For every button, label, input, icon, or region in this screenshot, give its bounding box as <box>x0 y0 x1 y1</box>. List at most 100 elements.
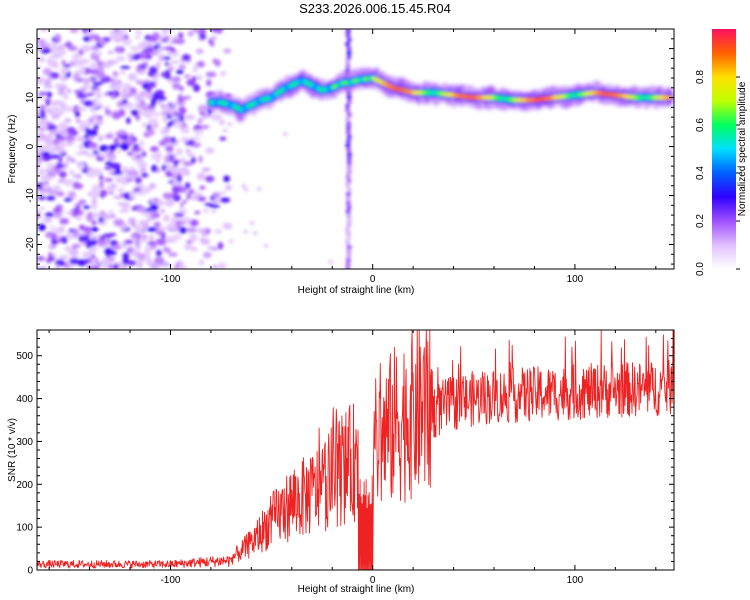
bottom-y-tick-label: 0 <box>27 566 33 577</box>
noise-blob <box>156 238 167 245</box>
noise-blob <box>138 220 148 225</box>
noise-blob <box>218 242 224 250</box>
streak-blob <box>345 227 350 231</box>
noise-blob <box>40 124 47 129</box>
streak-blob <box>346 258 351 262</box>
noise-blob <box>163 57 171 60</box>
noise-blob <box>179 227 187 234</box>
noise-blob <box>75 111 80 118</box>
noise-blob <box>179 86 183 92</box>
noise-blob <box>183 200 187 203</box>
noise-blob <box>38 57 45 63</box>
spectrogram-panel: -100 0 100-20-1001020 Height of straight l… <box>7 26 674 296</box>
noise-blob <box>98 135 103 142</box>
noise-blob <box>188 153 195 157</box>
noise-blob <box>72 244 82 247</box>
noise-blob <box>221 191 226 195</box>
noise-blob <box>135 184 145 188</box>
noise-blob <box>57 44 66 49</box>
noise-blob <box>208 246 217 249</box>
bottom-y-tick-label: 100 <box>16 523 33 534</box>
noise-blob <box>180 202 184 208</box>
noise-blob <box>49 107 60 115</box>
noise-blob <box>45 142 51 146</box>
noise-blob <box>99 217 104 223</box>
noise-blob <box>167 200 173 204</box>
noise-blob <box>78 235 86 242</box>
noise-blob <box>219 119 225 125</box>
noise-blob <box>127 53 134 57</box>
noise-blob <box>53 185 61 191</box>
noise-blob <box>173 234 178 241</box>
noise-blob <box>203 208 208 213</box>
noise-blob <box>46 257 51 263</box>
noise-blob <box>112 71 118 76</box>
noise-blob <box>78 199 86 204</box>
noise-blob <box>39 177 46 181</box>
noise-blob <box>196 48 204 54</box>
noise-blob <box>120 66 130 69</box>
colorbar-tick-label: 0.0 <box>695 262 706 276</box>
noise-blob <box>126 117 130 124</box>
noise-blob <box>220 71 226 77</box>
streak-blob <box>347 99 352 103</box>
streak-blob <box>347 218 352 222</box>
streak-blob <box>345 64 350 68</box>
noise-blob <box>135 36 141 39</box>
noise-blob <box>148 36 158 42</box>
noise-blob <box>99 241 103 246</box>
noise-blob <box>70 27 79 33</box>
noise-blob <box>156 100 163 104</box>
streak-blob <box>346 209 351 213</box>
noise-blob <box>91 258 95 266</box>
noise-blob <box>61 124 65 131</box>
streak-blob <box>346 249 351 253</box>
noise-blob <box>145 86 151 92</box>
streak-blob <box>346 214 351 218</box>
noise-blob <box>211 209 216 213</box>
noise-scatter <box>32 26 333 272</box>
noise-blob <box>175 221 185 225</box>
noise-blob <box>108 91 112 95</box>
noise-blob <box>121 224 127 230</box>
noise-blob <box>89 192 100 198</box>
noise-blob <box>98 154 107 158</box>
noise-blob <box>73 183 84 189</box>
noise-blob <box>179 114 184 121</box>
bottom-x-tick-label: 100 <box>567 575 584 586</box>
noise-blob <box>38 92 49 95</box>
noise-blob <box>200 34 206 39</box>
streak-blob <box>345 262 350 266</box>
top-x-tick-label: -100 <box>160 274 180 285</box>
top-x-tick-label: 100 <box>567 274 584 285</box>
noise-blob <box>118 130 126 135</box>
noise-blob <box>194 64 198 68</box>
streak-blob <box>346 126 351 130</box>
noise-blob <box>159 264 170 268</box>
streak-blob <box>345 117 350 121</box>
noise-blob <box>176 148 183 155</box>
noise-blob <box>197 197 206 202</box>
noise-blob <box>69 169 73 175</box>
noise-blob <box>118 188 125 193</box>
noise-blob <box>141 237 148 242</box>
noise-blob <box>70 249 78 254</box>
noise-blob <box>165 105 171 110</box>
noise-blob <box>223 223 233 230</box>
noise-blob <box>48 57 53 64</box>
noise-blob <box>136 259 145 263</box>
streak-blob <box>345 60 350 64</box>
noise-blob <box>134 93 142 99</box>
noise-blob <box>153 198 159 203</box>
noise-blob <box>137 161 147 168</box>
noise-blob <box>197 75 202 81</box>
noise-blob <box>190 219 199 226</box>
noise-blob <box>155 90 165 97</box>
noise-blob <box>38 196 46 201</box>
noise-blob <box>45 212 54 217</box>
noise-blob <box>120 34 125 42</box>
noise-blob <box>37 256 45 261</box>
noise-blob <box>38 168 45 176</box>
noise-blob <box>94 124 99 130</box>
noise-blob <box>108 233 117 236</box>
